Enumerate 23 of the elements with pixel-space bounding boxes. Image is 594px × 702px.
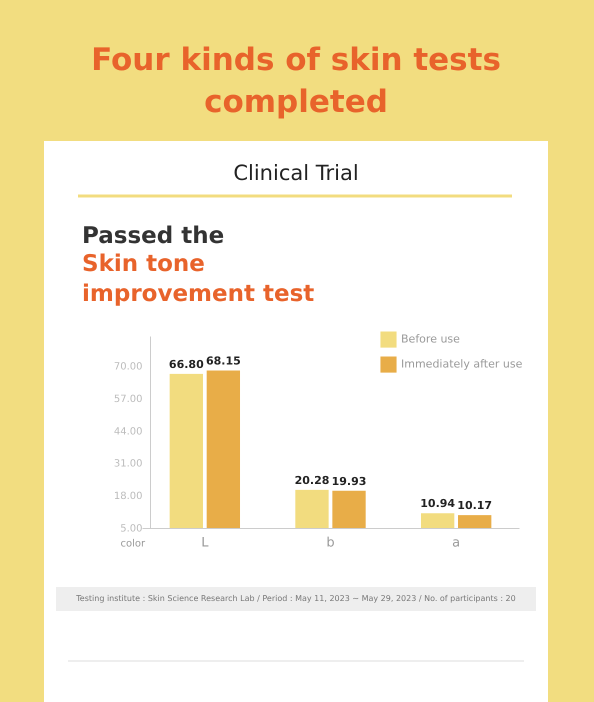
x-tick-label: L: [201, 536, 210, 550]
data-label: 66.80: [168, 358, 204, 371]
data-label: 10.17: [457, 499, 492, 512]
x-tick-label: b: [326, 536, 335, 550]
y-tick-label: 44.00: [114, 426, 142, 438]
data-label: 10.94: [420, 497, 456, 510]
text: Testing institute : Skin Science Research Lab / Period : May 11, 2023 ~ May 29, 2023 / No. of participants : 20: [75, 594, 516, 603]
chart-subtitle: Clinical Trial: [233, 161, 359, 185]
y-tick-label: 31.00: [114, 458, 142, 470]
legend-label: Immediately after use: [401, 358, 523, 370]
data-label: 68.15: [206, 354, 241, 368]
legend-label: Before use: [401, 332, 460, 346]
x-tick-label: a: [452, 536, 460, 550]
y-tick-label: 70.00: [114, 361, 142, 372]
y-tick-label: 57.00: [114, 394, 142, 405]
data-label: 19.93: [332, 474, 366, 488]
x-axis-title: color: [120, 538, 146, 550]
y-tick-label: 5.00: [120, 524, 142, 534]
text: Passed the: [82, 223, 224, 249]
chart-title: Four kinds of skin tests completed: [91, 42, 501, 120]
data-label: 20.28: [294, 474, 330, 487]
y-tick-label: 18.00: [114, 491, 142, 502]
text: Skin tone improvement test: [82, 251, 314, 307]
